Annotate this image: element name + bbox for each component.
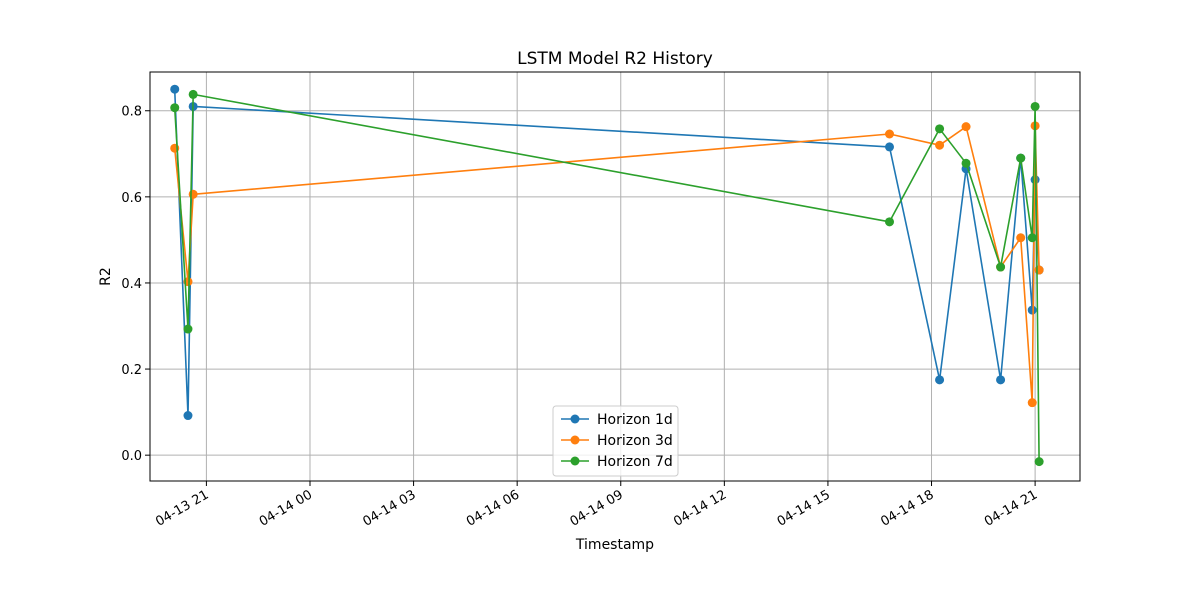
legend-label: Horizon 1d <box>597 412 673 428</box>
y-tick-label: 0.6 <box>121 191 142 206</box>
data-point <box>183 411 193 421</box>
chart-title: LSTM Model R2 History <box>517 49 713 69</box>
data-point <box>170 84 180 94</box>
data-point <box>1016 153 1026 163</box>
y-tick-label: 0.0 <box>121 449 142 464</box>
series-layer <box>170 84 1044 467</box>
legend-marker <box>570 414 580 424</box>
data-point <box>1034 457 1044 467</box>
legend-box <box>552 405 679 477</box>
legend-marker <box>570 456 580 466</box>
data-point <box>935 375 945 385</box>
data-point <box>961 158 971 168</box>
data-point <box>170 103 180 113</box>
y-tick-label: 0.4 <box>121 277 142 292</box>
data-point <box>1027 398 1037 408</box>
legend-label: Horizon 3d <box>597 433 673 449</box>
y-axis-label: R2 <box>98 267 114 286</box>
data-point <box>1030 101 1040 111</box>
data-point <box>1034 265 1044 275</box>
series-3 <box>170 89 1044 467</box>
data-point <box>885 142 895 152</box>
data-point <box>961 122 971 132</box>
y-tick-label: 0.8 <box>121 105 142 120</box>
data-point <box>183 324 193 334</box>
data-point <box>1016 233 1026 243</box>
plot-frame <box>149 71 1081 482</box>
data-point <box>885 217 895 227</box>
data-point <box>1027 233 1037 243</box>
data-point <box>1027 305 1037 315</box>
legend: Horizon 1d Horizon 3d Horizon 7d <box>552 405 679 477</box>
data-point <box>996 375 1006 385</box>
data-point <box>935 140 945 150</box>
legend-label: Horizon 7d <box>597 454 673 470</box>
x-axis-label: Timestamp <box>575 537 654 553</box>
legend-marker <box>570 435 580 445</box>
y-tick-label: 0.2 <box>121 363 142 378</box>
data-point <box>935 124 945 134</box>
data-point <box>188 189 198 199</box>
data-point <box>885 129 895 139</box>
data-point <box>188 89 198 99</box>
data-point <box>996 262 1006 272</box>
